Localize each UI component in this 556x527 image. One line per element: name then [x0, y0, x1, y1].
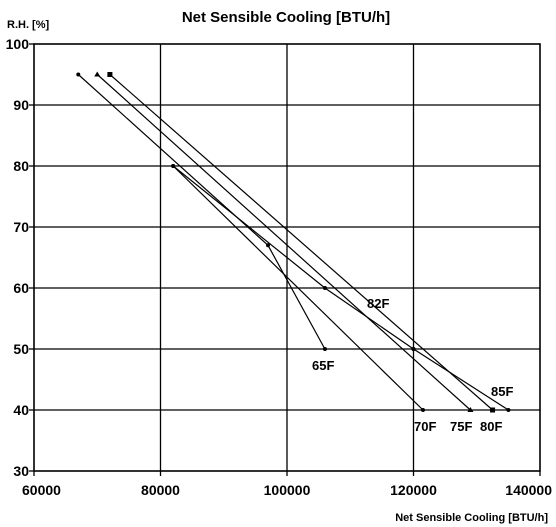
- series-labels: 65F 70F 75F 80F 82F 85F: [312, 296, 513, 434]
- y-tick-label: 70: [13, 219, 29, 235]
- series-75f-point: [94, 71, 101, 77]
- y-tick-label: 60: [13, 280, 29, 296]
- series-70f-point: [420, 408, 425, 412]
- x-tick-label: 140000: [505, 482, 552, 498]
- series-65f-line: [77, 74, 326, 350]
- y-tick-label: 90: [13, 97, 29, 113]
- series-85f-point: [411, 347, 416, 351]
- series-label-75f: 75F: [450, 419, 472, 434]
- series-80f-point: [490, 407, 496, 413]
- series-65f-point: [322, 347, 327, 351]
- series-82f-point: [171, 164, 176, 168]
- series-label-82f: 82F: [367, 296, 389, 311]
- series-82f-point: [322, 286, 327, 290]
- series-label-70f: 70F: [414, 419, 436, 434]
- series-85f-point: [506, 408, 511, 412]
- series-65f-point: [266, 243, 271, 248]
- series-70f-line: [172, 165, 424, 411]
- series-80f-line: [109, 74, 493, 411]
- x-tick-label: 120000: [390, 482, 437, 498]
- x-tick-label: 80000: [141, 482, 180, 498]
- series-group: [76, 71, 511, 413]
- y-tick-label: 30: [13, 463, 29, 479]
- y-tick-label: 80: [13, 158, 29, 174]
- series-label-80f: 80F: [480, 419, 502, 434]
- series-85f-line: [413, 348, 509, 411]
- y-tick-label: 50: [13, 341, 29, 357]
- series-82f-line: [172, 165, 414, 350]
- series-label-65f: 65F: [312, 358, 334, 373]
- x-tick-label: 60000: [22, 482, 61, 498]
- x-axis-label: Net Sensible Cooling [BTU/h]: [395, 512, 548, 524]
- y-axis-label: R.H. [%]: [7, 19, 50, 31]
- series-80f-point: [107, 72, 113, 77]
- plot-frame: [33, 43, 541, 472]
- y-tick-label: 40: [13, 402, 29, 418]
- series-label-85f: 85F: [491, 384, 513, 399]
- y-tick-label: 100: [6, 36, 30, 52]
- series-65f-point: [76, 72, 81, 77]
- series-75f-point: [467, 407, 474, 412]
- chart-title: Net Sensible Cooling [BTU/h]: [182, 9, 390, 26]
- series-75f-line: [96, 74, 471, 411]
- grid-lines: [29, 43, 541, 476]
- tick-labels: 30 40 50 60 70 80 90 100 60000 80000 100000 120000 1…: [6, 36, 553, 498]
- x-tick-label: 100000: [264, 482, 311, 498]
